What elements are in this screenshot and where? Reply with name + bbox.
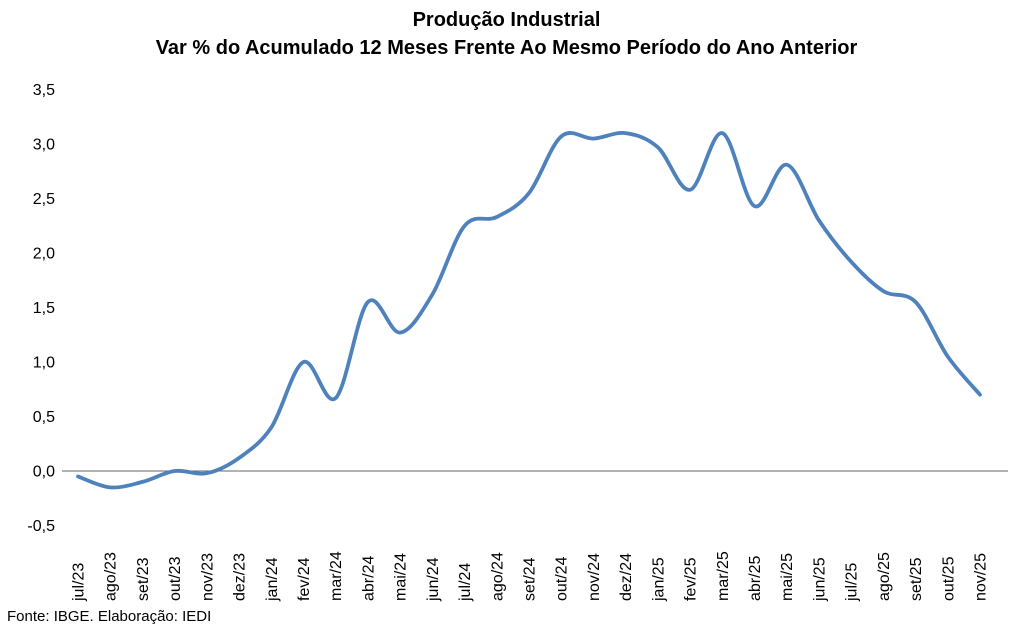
y-axis-tick-label: 2,0 [33, 246, 55, 263]
y-axis-tick-label: 1,0 [33, 355, 55, 372]
x-axis-tick-label: set/25 [908, 557, 925, 601]
y-axis-tick-label: 2,5 [33, 191, 55, 208]
y-axis-tick-label: 0,0 [33, 464, 55, 481]
x-axis-tick-label: mai/24 [393, 553, 410, 601]
x-axis-tick-label: jun/24 [425, 557, 442, 602]
x-axis-tick-label: out/25 [940, 556, 957, 601]
x-axis-tick-label: set/24 [522, 557, 539, 601]
x-axis-tick-label: jan/24 [264, 557, 281, 602]
x-axis-tick-label: out/23 [167, 556, 184, 601]
series-line [76, 130, 982, 490]
title-block: Produção Industrial Var % do Acumulado 1… [0, 6, 1013, 62]
x-axis-tick-label: jul/25 [844, 563, 861, 602]
y-axis-tick-label: -0,5 [27, 518, 55, 535]
x-axis-tick-label: out/24 [554, 556, 571, 601]
x-axis-tick-label: ago/25 [876, 552, 893, 601]
x-axis-tick-label: ago/23 [103, 552, 120, 601]
x-axis-tick-label: ago/24 [489, 552, 506, 601]
x-axis-tick-label: dez/23 [232, 553, 249, 601]
x-axis-tick-label: set/23 [135, 557, 152, 601]
x-axis-tick-label: mar/24 [328, 551, 345, 601]
x-axis-tick-label: nov/24 [586, 553, 603, 601]
chart-subtitle: Var % do Acumulado 12 Meses Frente Ao Me… [155, 37, 858, 59]
x-axis-tick-label: jul/23 [71, 563, 88, 602]
x-axis-tick-label: jan/25 [650, 557, 667, 602]
x-axis-tick-label: fev/25 [683, 557, 700, 601]
y-axis-tick-label: 3,5 [33, 82, 55, 99]
y-axis-tick-label: 3,0 [33, 137, 55, 154]
x-axis-tick-label: abr/25 [747, 556, 764, 601]
source-note: Fonte: IBGE. Elaboração: IEDI [7, 608, 212, 625]
x-axis-tick-label: jul/24 [457, 563, 474, 602]
x-axis-tick-label: abr/24 [360, 556, 377, 601]
y-axis-tick-label: 0,5 [33, 409, 55, 426]
chart-title: Produção Industrial [412, 9, 601, 31]
x-axis-tick-label: nov/25 [973, 553, 990, 601]
x-axis-tick-label: dez/24 [618, 553, 635, 601]
x-axis-tick-label: jun/25 [811, 557, 828, 602]
y-axis-tick-label: 1,5 [33, 300, 55, 317]
x-axis-tick-label: mar/25 [715, 551, 732, 601]
x-axis-tick-label: fev/24 [296, 557, 313, 601]
x-axis-tick-label: nov/23 [199, 553, 216, 601]
x-axis-tick-label: mai/25 [779, 553, 796, 601]
